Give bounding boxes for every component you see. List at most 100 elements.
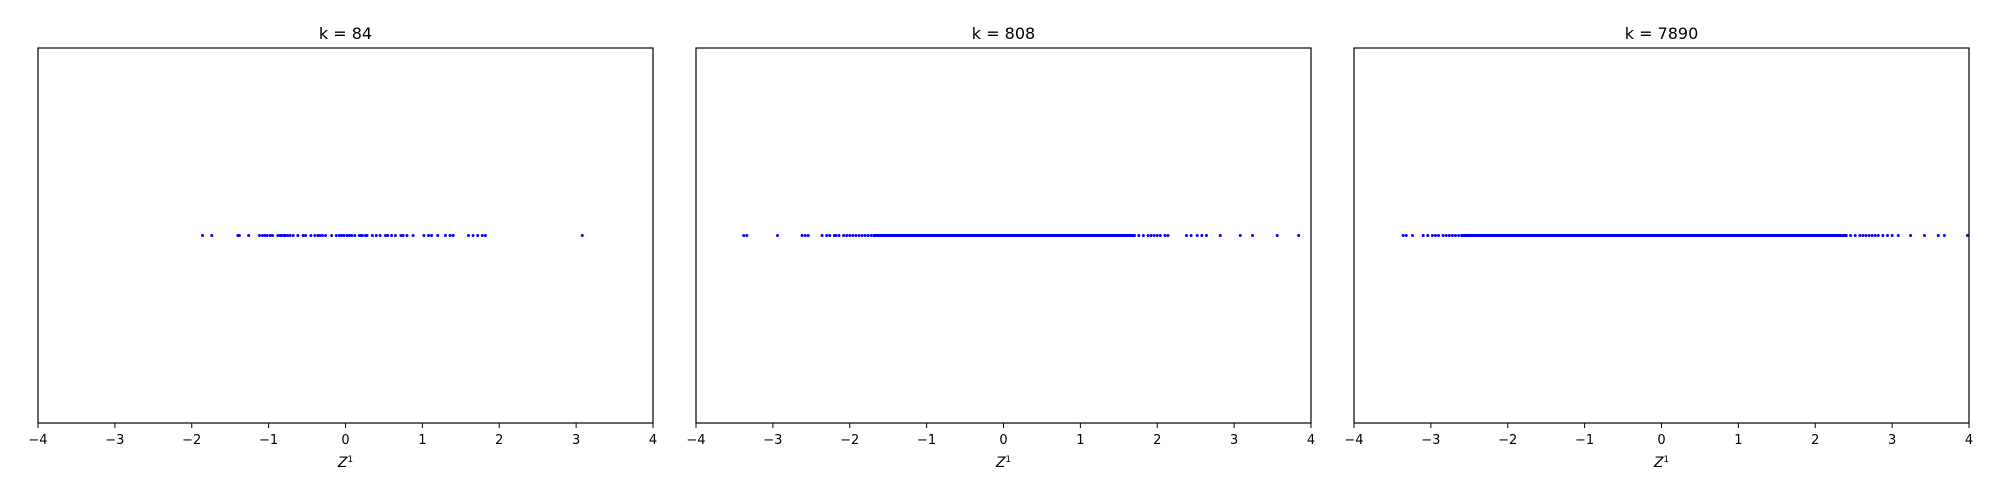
data-point [1238, 234, 1242, 237]
data-point [345, 234, 349, 237]
scatter-series [201, 234, 584, 237]
x-tick-label: 3 [1888, 433, 1896, 448]
x-axis-label: Z1 [337, 455, 353, 471]
data-point [1297, 234, 1301, 237]
data-point [1890, 234, 1894, 237]
data-point [1896, 234, 1900, 237]
data-point [1864, 234, 1868, 237]
x-axis-ticks: −4 −3 −2 −1 0 1 2 3 4 [28, 423, 657, 448]
data-point [1457, 234, 1461, 237]
data-point [1441, 234, 1445, 237]
data-point [318, 234, 322, 237]
data-point [334, 234, 338, 237]
data-point [451, 234, 455, 237]
data-point [448, 234, 452, 237]
x-tick-label: −4 [686, 433, 705, 448]
x-tick-label: −3 [1421, 433, 1440, 448]
data-point [1401, 234, 1405, 237]
data-point [745, 234, 749, 237]
data-point [301, 234, 305, 237]
subplot-title: k = 84 [319, 24, 372, 43]
x-axis-ticks: −4 −3 −2 −1 0 1 2 3 4 [686, 423, 1315, 448]
x-tick-label: −3 [763, 433, 782, 448]
data-point [286, 234, 290, 237]
scatter-series [1401, 234, 1969, 237]
data-point [1137, 234, 1141, 237]
data-point [276, 234, 280, 237]
data-point [1200, 234, 1204, 237]
data-point [467, 234, 470, 237]
data-point [851, 234, 855, 237]
data-point [263, 234, 267, 237]
data-point [1152, 234, 1156, 237]
data-point [1404, 234, 1408, 237]
data-point [247, 234, 251, 237]
data-point [330, 234, 334, 237]
x-tick-label: −4 [1344, 433, 1363, 448]
data-point [1155, 234, 1159, 237]
data-point [291, 234, 295, 237]
x-tick-label: 4 [1307, 433, 1315, 448]
x-tick-label: 0 [999, 433, 1007, 448]
x-tick-label: 1 [418, 433, 426, 448]
x-tick-label: −2 [1498, 433, 1517, 448]
data-point [390, 234, 394, 237]
subplot-title: k = 7890 [1625, 24, 1699, 43]
data-point [1453, 234, 1457, 237]
data-point [1437, 234, 1441, 237]
dense-points-band [872, 234, 1136, 237]
data-point [353, 234, 357, 237]
data-point [480, 234, 484, 237]
x-tick-label: −4 [28, 433, 47, 448]
subplot-1: k = 84 −4 −3 −2 −1 0 1 2 3 4 Z1 [28, 24, 657, 471]
data-point [834, 234, 838, 237]
data-point [313, 234, 317, 237]
dense-points-band [1461, 234, 1848, 237]
data-point [806, 234, 810, 237]
data-point [201, 234, 205, 237]
data-point [374, 234, 378, 237]
data-point [1410, 234, 1414, 237]
data-point [1853, 234, 1857, 237]
data-point [422, 234, 426, 237]
data-point [1251, 234, 1255, 237]
data-point [1450, 234, 1454, 237]
data-point [1430, 234, 1434, 237]
x-tick-label: −1 [1575, 433, 1594, 448]
data-point [848, 234, 852, 237]
data-point [360, 234, 364, 237]
subplot-3: k = 7890 −4 −3 −2 −1 0 1 2 3 4 Z1 [1344, 24, 1973, 471]
data-point [1876, 234, 1880, 237]
data-point [1447, 234, 1451, 237]
data-point [350, 234, 354, 237]
x-tick-label: 0 [341, 433, 349, 448]
x-tick-label: −2 [840, 433, 859, 448]
data-point [340, 234, 344, 237]
data-point [742, 234, 746, 237]
data-point [800, 234, 804, 237]
data-point [378, 234, 382, 237]
data-point [1426, 234, 1430, 237]
data-point [1942, 234, 1946, 237]
data-point [1867, 234, 1871, 237]
x-axis-ticks: −4 −3 −2 −1 0 1 2 3 4 [1344, 423, 1973, 448]
x-tick-label: 3 [572, 433, 580, 448]
x-tick-label: 3 [1230, 433, 1238, 448]
data-point [268, 234, 272, 237]
data-point [284, 234, 288, 237]
data-point [399, 234, 403, 237]
data-point [1189, 234, 1193, 237]
data-point [260, 234, 264, 237]
data-point [324, 234, 328, 237]
data-point [270, 234, 274, 237]
data-point [1166, 234, 1170, 237]
data-point [1204, 234, 1208, 237]
data-point [1861, 234, 1865, 237]
data-point [828, 234, 832, 237]
data-point [1146, 234, 1150, 237]
data-point [383, 234, 387, 237]
data-point [1881, 234, 1885, 237]
data-point [1218, 234, 1222, 237]
data-point [304, 234, 308, 237]
